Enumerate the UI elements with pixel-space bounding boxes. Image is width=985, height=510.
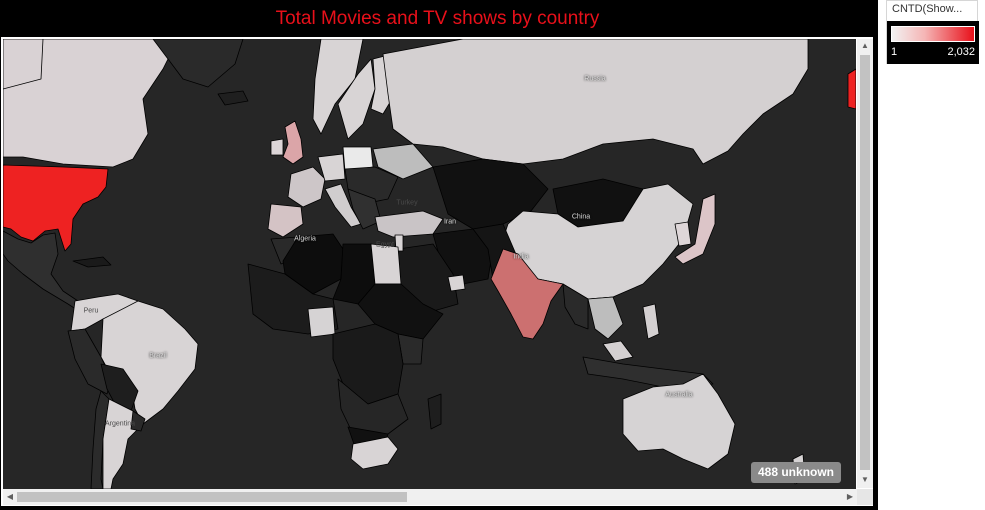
country-india[interactable] [490,248,564,340]
scroll-left-icon[interactable]: ◀ [6,492,14,501]
legend-max-label: 2,032 [947,46,975,58]
country-turkey[interactable] [374,210,444,238]
country-alaska[interactable] [3,39,44,90]
label-egypt: Egypt [376,241,394,249]
country-thailand-vietnam[interactable] [587,296,624,340]
country-uae[interactable] [447,274,466,292]
country-myanmar[interactable] [562,283,589,330]
label-iran: Iran [443,218,457,226]
country-greenland[interactable] [152,39,244,88]
country-kazakhstan[interactable] [432,158,549,230]
country-balkans[interactable] [347,188,382,230]
scroll-right-icon[interactable]: ▶ [846,492,854,501]
country-malaysia[interactable] [602,340,634,362]
label-russia: Russia [584,75,606,83]
world-map[interactable] [3,39,856,489]
label-turkey: Turkey [396,199,418,207]
color-legend: CNTD(Show... 1 2,032 [886,0,979,64]
country-usa[interactable] [3,164,109,252]
country-ukraine[interactable] [372,143,434,180]
country-united-kingdom[interactable] [282,120,304,165]
country-algeria[interactable] [282,233,344,295]
country-indonesia[interactable] [582,356,714,388]
label-brazil: Brazil [149,352,167,360]
legend-title[interactable]: CNTD(Show... [892,3,963,15]
unknown-count-badge[interactable]: 488 unknown [751,462,842,483]
country-egypt[interactable] [370,243,402,285]
country-australia[interactable] [622,373,736,470]
scroll-down-icon[interactable]: ▼ [861,475,869,484]
country-angola-zambia[interactable] [337,378,409,435]
label-argentina: Argentina [105,420,135,428]
country-philippines[interactable] [642,303,660,340]
legend-gradient-bar [891,26,975,42]
label-algeria: Algeria [294,235,316,243]
map-frame: Russia China India Iran Algeria Brazil A… [1,37,873,506]
country-norway[interactable] [312,39,364,135]
country-ireland[interactable] [270,138,284,156]
country-germany[interactable] [317,153,346,182]
label-peru: Peru [83,307,99,315]
country-nigeria[interactable] [307,306,336,338]
country-offscreen-highlight[interactable] [847,68,856,110]
country-south-africa[interactable] [350,436,399,470]
country-france[interactable] [287,166,326,208]
country-madagascar[interactable] [427,393,442,430]
page-title: Total Movies and TV shows by country [275,8,600,29]
label-china: China [571,213,591,221]
horizontal-scroll-thumb[interactable] [17,492,407,502]
horizontal-scrollbar[interactable]: ◀ ▶ [3,489,857,505]
scrollbar-corner [857,489,873,505]
country-russia[interactable] [382,39,809,165]
dashboard: Total Movies and TV shows by country [0,0,878,510]
country-cuba[interactable] [72,256,112,268]
legend-min-label: 1 [891,46,898,58]
country-spain[interactable] [267,203,304,238]
label-india: India [513,253,529,261]
country-japan[interactable] [674,193,716,265]
vertical-scrollbar[interactable]: ▲ ▼ [857,39,873,488]
country-iceland[interactable] [217,90,249,106]
label-australia: Australia [665,391,693,399]
scroll-up-icon[interactable]: ▲ [861,41,869,50]
legend-scale-box: 1 2,032 [887,21,979,64]
vertical-scroll-thumb[interactable] [860,55,870,470]
map-viewport[interactable]: Russia China India Iran Algeria Brazil A… [3,39,856,489]
country-uruguay[interactable] [130,410,146,432]
country-south-korea[interactable] [674,221,692,247]
